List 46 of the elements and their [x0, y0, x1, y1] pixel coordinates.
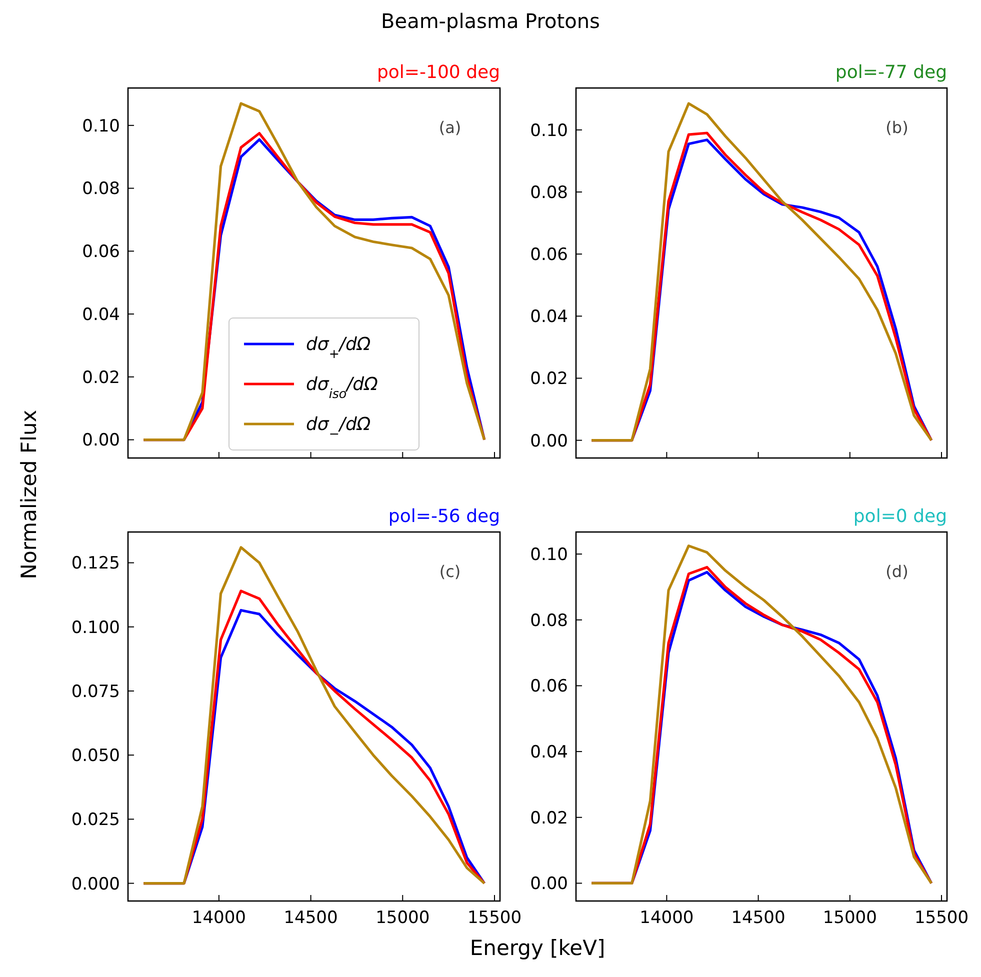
annotation: (d): [886, 562, 908, 581]
x-tick-label: 15500: [467, 908, 522, 928]
annotation: (c): [439, 562, 461, 581]
y-tick-label: 0.06: [530, 245, 568, 266]
y-tick-label: 0.02: [530, 369, 568, 390]
y-tick-label: 0.04: [530, 307, 568, 328]
x-tick-label: 14000: [192, 908, 246, 928]
chart-subtitle: pol=-56 deg: [388, 506, 500, 527]
legend-label: dσ$_{+}$/dΩ: [306, 334, 371, 360]
y-tick-label: 0.06: [530, 676, 568, 697]
y-tick-label: 0.00: [82, 430, 120, 451]
y-tick-label: 0.10: [530, 545, 568, 566]
legend-label: dσ$_{−}$/dΩ: [306, 414, 371, 440]
y-tick-label: 0.00: [530, 431, 568, 452]
y-tick-label: 0.08: [530, 610, 568, 631]
y-tick-label: 0.050: [71, 746, 120, 766]
y-tick-label: 0.08: [530, 182, 568, 203]
x-tick-label: 15500: [914, 908, 969, 928]
chart-title: Beam-plasma Protons: [381, 9, 600, 33]
annotation: (a): [438, 118, 462, 137]
chart-subtitle: pol=0 deg: [853, 506, 947, 527]
y-tick-label: 0.025: [71, 810, 120, 830]
chart-subtitle: pol=-100 deg: [376, 62, 500, 83]
y-axis-title: Normalized Flux: [17, 410, 41, 580]
y-tick-label: 0.04: [530, 742, 568, 763]
x-tick-label: 14500: [284, 908, 338, 928]
y-tick-label: 0.02: [82, 368, 120, 388]
y-tick-label: 0.125: [71, 554, 120, 574]
chart-subtitle: pol=-77 deg: [835, 62, 947, 83]
y-tick-label: 0.00: [530, 874, 568, 894]
x-tick-label: 14000: [640, 908, 694, 928]
y-tick-label: 0.04: [82, 304, 120, 325]
x-tick-label: 15000: [376, 908, 430, 928]
y-tick-label: 0.08: [82, 179, 120, 200]
y-tick-label: 0.02: [530, 808, 568, 828]
y-tick-label: 0.06: [82, 242, 120, 262]
y-tick-label: 0.10: [82, 116, 120, 136]
x-tick-label: 14500: [731, 908, 786, 928]
annotation: (b): [886, 118, 908, 137]
x-axis-title: Energy [keV]: [470, 936, 606, 960]
y-tick-label: 0.10: [530, 120, 568, 141]
y-tick-label: 0.100: [71, 618, 120, 638]
y-tick-label: 0.000: [71, 874, 120, 894]
legend-label: dσ$_{iso}$/dΩ: [306, 374, 378, 400]
y-tick-label: 0.075: [71, 682, 120, 702]
x-tick-label: 15000: [822, 908, 877, 928]
